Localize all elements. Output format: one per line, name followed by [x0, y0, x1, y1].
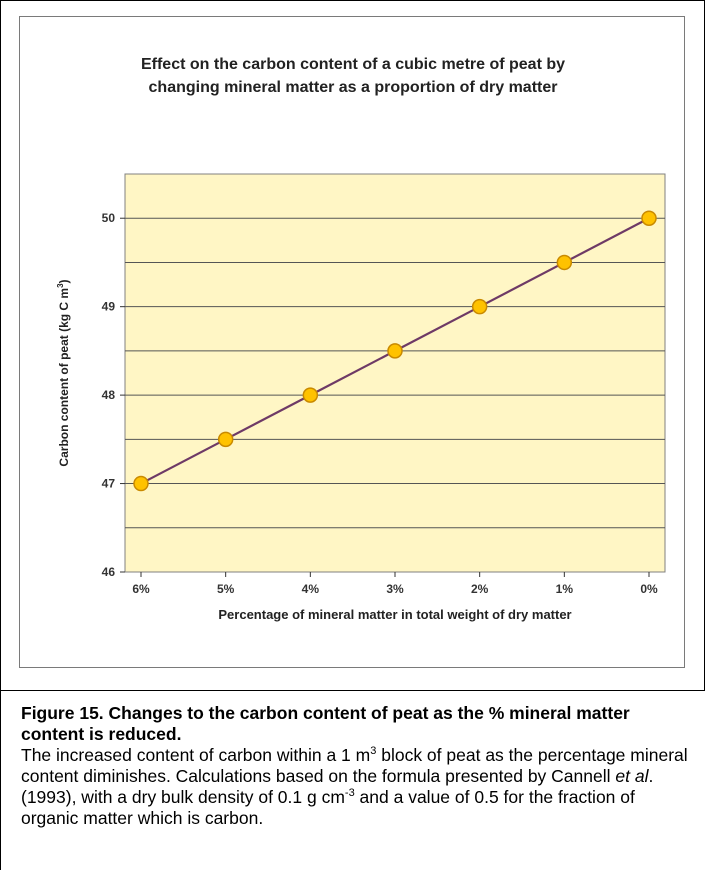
chart-panel: Effect on the carbon content of a cubic … — [19, 16, 685, 668]
caption-italic: et al — [615, 766, 649, 786]
x-tick-label: 1% — [556, 582, 574, 596]
y-tick-label: 50 — [102, 211, 116, 225]
y-tick-label: 49 — [102, 300, 116, 314]
frame-top-border — [0, 0, 704, 1]
x-axis-title: Percentage of mineral matter in total we… — [218, 607, 571, 622]
y-axis-title-sup: 3 — [56, 283, 65, 288]
x-tick-label: 3% — [386, 582, 404, 596]
caption-text-4: and a value of 0.5 for the fraction of o… — [21, 787, 635, 828]
y-axis-title: Carbon content of peat (kg C m3) — [56, 279, 71, 466]
chart-title: Effect on the carbon content of a cubic … — [20, 53, 686, 99]
y-tick-label: 47 — [102, 477, 116, 491]
caption-text-2: block of peat as the percentage mineral … — [21, 745, 688, 786]
x-tick-label: 2% — [471, 582, 489, 596]
y-axis-title-main: Carbon content of peat (kg C m — [57, 288, 71, 467]
data-point — [387, 343, 403, 359]
data-point — [217, 431, 234, 448]
chart-title-line-2: changing mineral matter as a proportion … — [148, 79, 558, 96]
caption-title: Figure 15. Changes to the carbon content… — [21, 703, 630, 744]
data-point — [133, 475, 149, 492]
caption-sup-2: -3 — [344, 787, 355, 800]
line-chart: 46 47 48 49 50 6% 5% 4% 3% 2% 1% 0% Percentage of mi… — [56, 173, 666, 622]
y-tick-label: 48 — [102, 388, 116, 402]
x-tick-label: 0% — [640, 582, 658, 596]
x-tick-label: 4% — [302, 582, 320, 596]
chart-title-line-1: Effect on the carbon content of a cubic … — [140, 56, 566, 73]
y-tick-label: 46 — [102, 565, 116, 579]
frame-left-border — [0, 0, 1, 870]
data-point — [641, 210, 657, 226]
frame-divider — [0, 690, 705, 691]
caption-sup-1: 3 — [370, 745, 377, 758]
data-point — [556, 254, 573, 271]
caption-text-1: The increased content of carbon within a… — [21, 745, 371, 765]
plot-area — [124, 173, 666, 573]
caption-body: The increased content of carbon within a… — [21, 745, 691, 829]
figure-caption: Figure 15. Changes to the carbon content… — [21, 703, 691, 829]
data-point — [302, 387, 319, 403]
caption-text-3: . (1993), with a dry bulk density of 0.1… — [21, 766, 654, 807]
data-point — [471, 298, 488, 315]
x-tick-label: 6% — [132, 582, 150, 596]
y-axis-title-close: ) — [57, 279, 71, 283]
x-tick-label: 5% — [217, 582, 235, 596]
